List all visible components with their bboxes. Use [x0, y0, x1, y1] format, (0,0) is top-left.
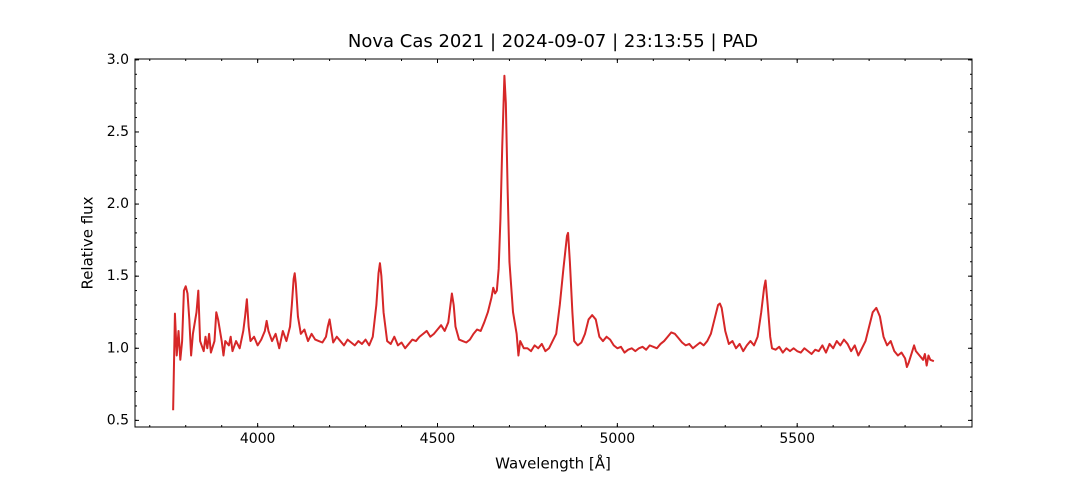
y-axis-label: Relative flux [79, 196, 97, 289]
x-tick-label: 5500 [779, 431, 815, 447]
y-tick-label: 2.5 [107, 124, 129, 140]
spectrum-line [172, 74, 935, 411]
plot-frame [134, 58, 973, 428]
y-tick-label: 1.0 [107, 340, 129, 356]
x-axis-label: Wavelength [Å] [495, 454, 611, 473]
y-tick-label: 2.0 [107, 196, 129, 212]
y-tick-label: 3.0 [107, 52, 129, 68]
x-tick-label: 4500 [420, 431, 456, 447]
x-tick-label: 4000 [240, 431, 276, 447]
chart-title: Nova Cas 2021 | 2024-09-07 | 23:13:55 | … [348, 31, 758, 52]
x-tick-label: 5000 [600, 431, 636, 447]
y-tick-label: 0.5 [107, 412, 129, 428]
y-tick-label: 1.5 [107, 268, 129, 284]
